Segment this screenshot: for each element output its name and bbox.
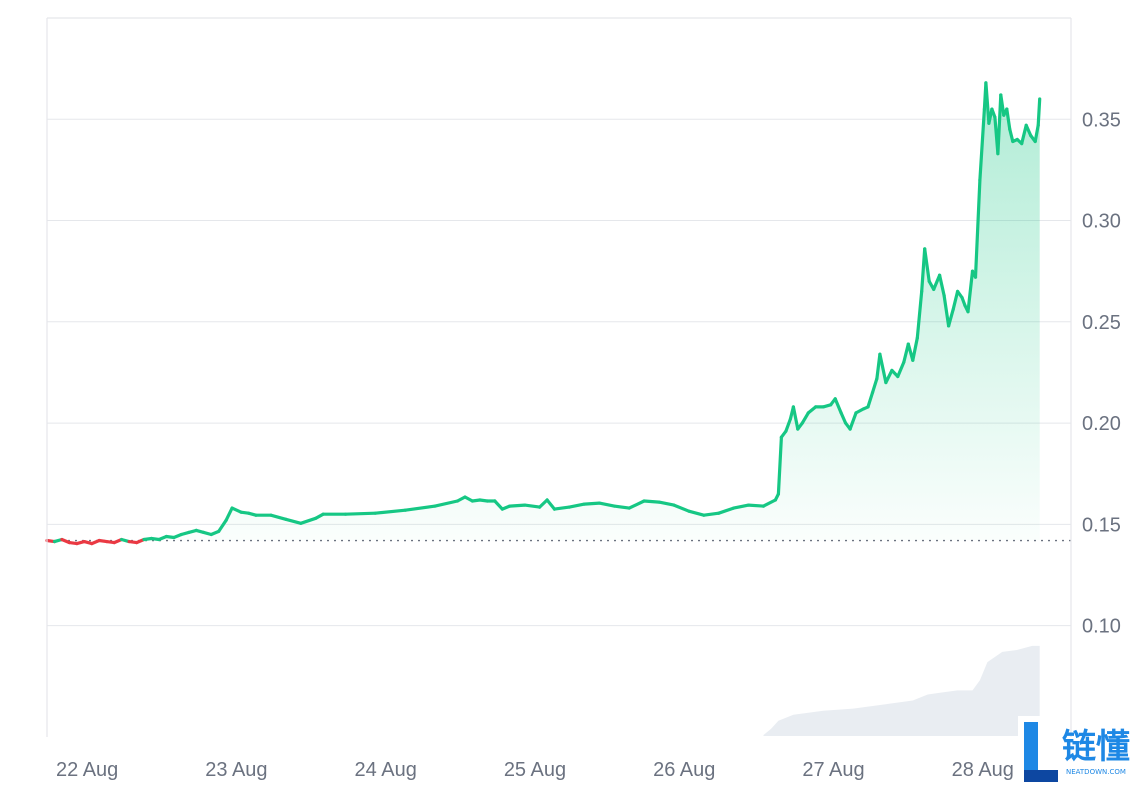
price-line-segment [731,503,751,510]
x-tick-label: 25 Aug [504,759,566,781]
price-line-segment [870,376,879,395]
price-line-segment [373,508,407,515]
x-tick-label: 24 Aug [355,759,417,781]
x-tick-label: 23 Aug [205,759,267,781]
price-line-segment [403,504,437,512]
price-line-segment [299,516,318,525]
price-line-segment [687,509,706,517]
price-line-segment [866,391,875,409]
price-line-segment [942,293,951,328]
price-line-segment [884,368,894,385]
price-line-segment [1008,127,1015,144]
price-line-segment [224,506,234,522]
price-line-segment [761,498,778,508]
price-line-segment [597,501,616,508]
y-tick-label: 0.30 [1082,211,1121,233]
price-line-segment [923,247,931,283]
watermark-subtext: NEATDOWN.COM [1066,768,1126,776]
price-line-segment [911,336,919,362]
x-tick-label: 27 Aug [802,759,864,781]
price-line-segment [1033,123,1040,144]
price-line-segment [896,360,906,379]
price-line-segment [1024,123,1033,138]
y-tick-label: 0.20 [1082,413,1121,435]
price-line-segment [269,513,288,521]
price-line-segment [567,502,587,509]
price-line-segment [746,503,766,508]
price-line-segment [545,498,557,511]
price-line-segment [493,499,504,511]
price-line-segment [978,107,987,182]
price-line-segment [999,93,1006,117]
y-tick-label: 0.35 [1082,109,1121,131]
price-line-segment [612,504,631,510]
price-line-segment [217,518,228,534]
price-line-segment [946,308,955,328]
watermark-logo-l-shape [1024,722,1058,782]
price-line-segment [878,352,888,385]
x-tick-label: 26 Aug [653,759,715,781]
watermark-logo: 链懂 NEATDOWN.COM [1018,716,1130,782]
price-line-segment [657,500,676,507]
watermark-text: 链懂 [1062,727,1130,767]
y-tick-label: 0.25 [1082,312,1121,334]
price-line-segment [800,411,810,425]
price-line-segment [776,435,784,496]
x-tick-label: 22 Aug [56,759,118,781]
price-line-segment [343,511,377,516]
price-line-segment [1020,123,1028,146]
price-line-segment [284,517,303,525]
price-line-segment [1036,97,1042,127]
price-line-segment [508,503,527,508]
y-tick-label: 0.15 [1082,514,1121,536]
price-line-segment [642,499,661,504]
price-line-segment [791,405,800,431]
price-line-segment [951,289,960,312]
price-line-segment [523,503,542,509]
price-line-segment [582,501,601,506]
price-line-segment [915,289,924,340]
price-line-segment [839,411,848,425]
x-tick-label: 28 Aug [952,759,1014,781]
price-line-segment [784,417,793,433]
price-line-segment [966,269,975,314]
price-line-segment [230,506,243,514]
price-line-segment [848,411,858,431]
price-line-segment [702,511,721,517]
price-line-segment [1005,107,1012,131]
y-tick-label: 0.10 [1082,616,1121,638]
price-line-segment [672,503,691,513]
volume-area [763,645,1040,736]
price-line-segment [627,499,646,510]
price-area [47,82,1040,541]
price-line-segment [996,93,1003,156]
price-line-segment [984,81,991,125]
price-line-segment [552,505,572,511]
price-line-segment [973,178,982,279]
price-line-segment [937,273,946,298]
price-line-segment [833,397,843,415]
price-line-segment [537,498,549,509]
price-line-segment [717,506,736,515]
price-line-segment [433,499,460,508]
